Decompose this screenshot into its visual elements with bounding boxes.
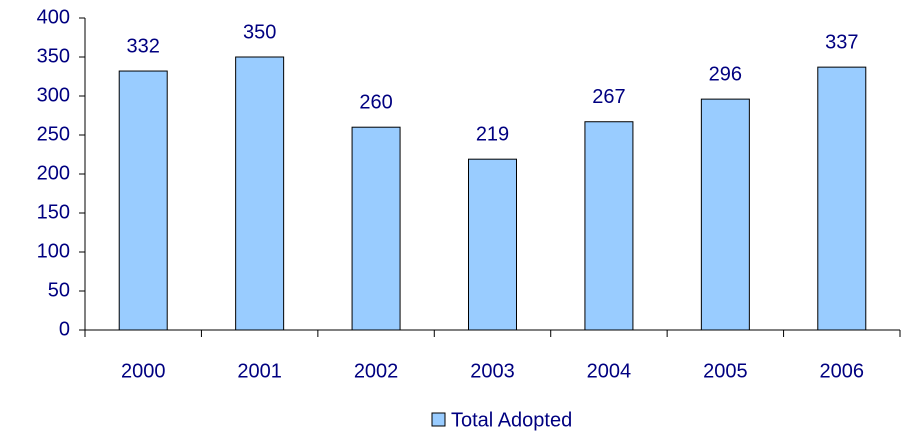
y-tick-label: 0 (59, 318, 70, 340)
bar (118, 70, 168, 331)
data-label: 267 (592, 86, 625, 108)
x-tick-label: 2002 (354, 360, 399, 382)
data-label: 332 (127, 35, 160, 57)
data-label: 219 (476, 123, 509, 145)
y-tick-label: 250 (37, 123, 70, 145)
y-tick-label: 400 (37, 6, 70, 28)
x-tick-label: 2004 (587, 360, 632, 382)
legend-label: Total Adopted (451, 409, 572, 431)
y-tick-label: 150 (37, 201, 70, 223)
x-tick-label: 2006 (820, 360, 865, 382)
y-tick-label: 300 (37, 84, 70, 106)
x-tick-label: 2000 (121, 360, 166, 382)
bar (468, 158, 517, 331)
data-label: 337 (825, 31, 858, 53)
data-label: 260 (359, 91, 392, 113)
x-tick-label: 2003 (470, 360, 515, 382)
x-tick-label: 2005 (703, 360, 748, 382)
x-tick-label: 2001 (237, 360, 282, 382)
y-tick-label: 350 (37, 45, 70, 67)
legend-swatch (431, 412, 446, 427)
bar (817, 66, 867, 331)
y-tick-label: 200 (37, 162, 70, 184)
data-label: 296 (709, 63, 742, 85)
bar (351, 126, 401, 331)
bar (235, 56, 285, 331)
bar (700, 98, 750, 331)
data-label: 350 (243, 21, 276, 43)
y-tick-label: 100 (37, 240, 70, 262)
y-tick-label: 50 (48, 279, 70, 301)
bar (584, 121, 634, 331)
